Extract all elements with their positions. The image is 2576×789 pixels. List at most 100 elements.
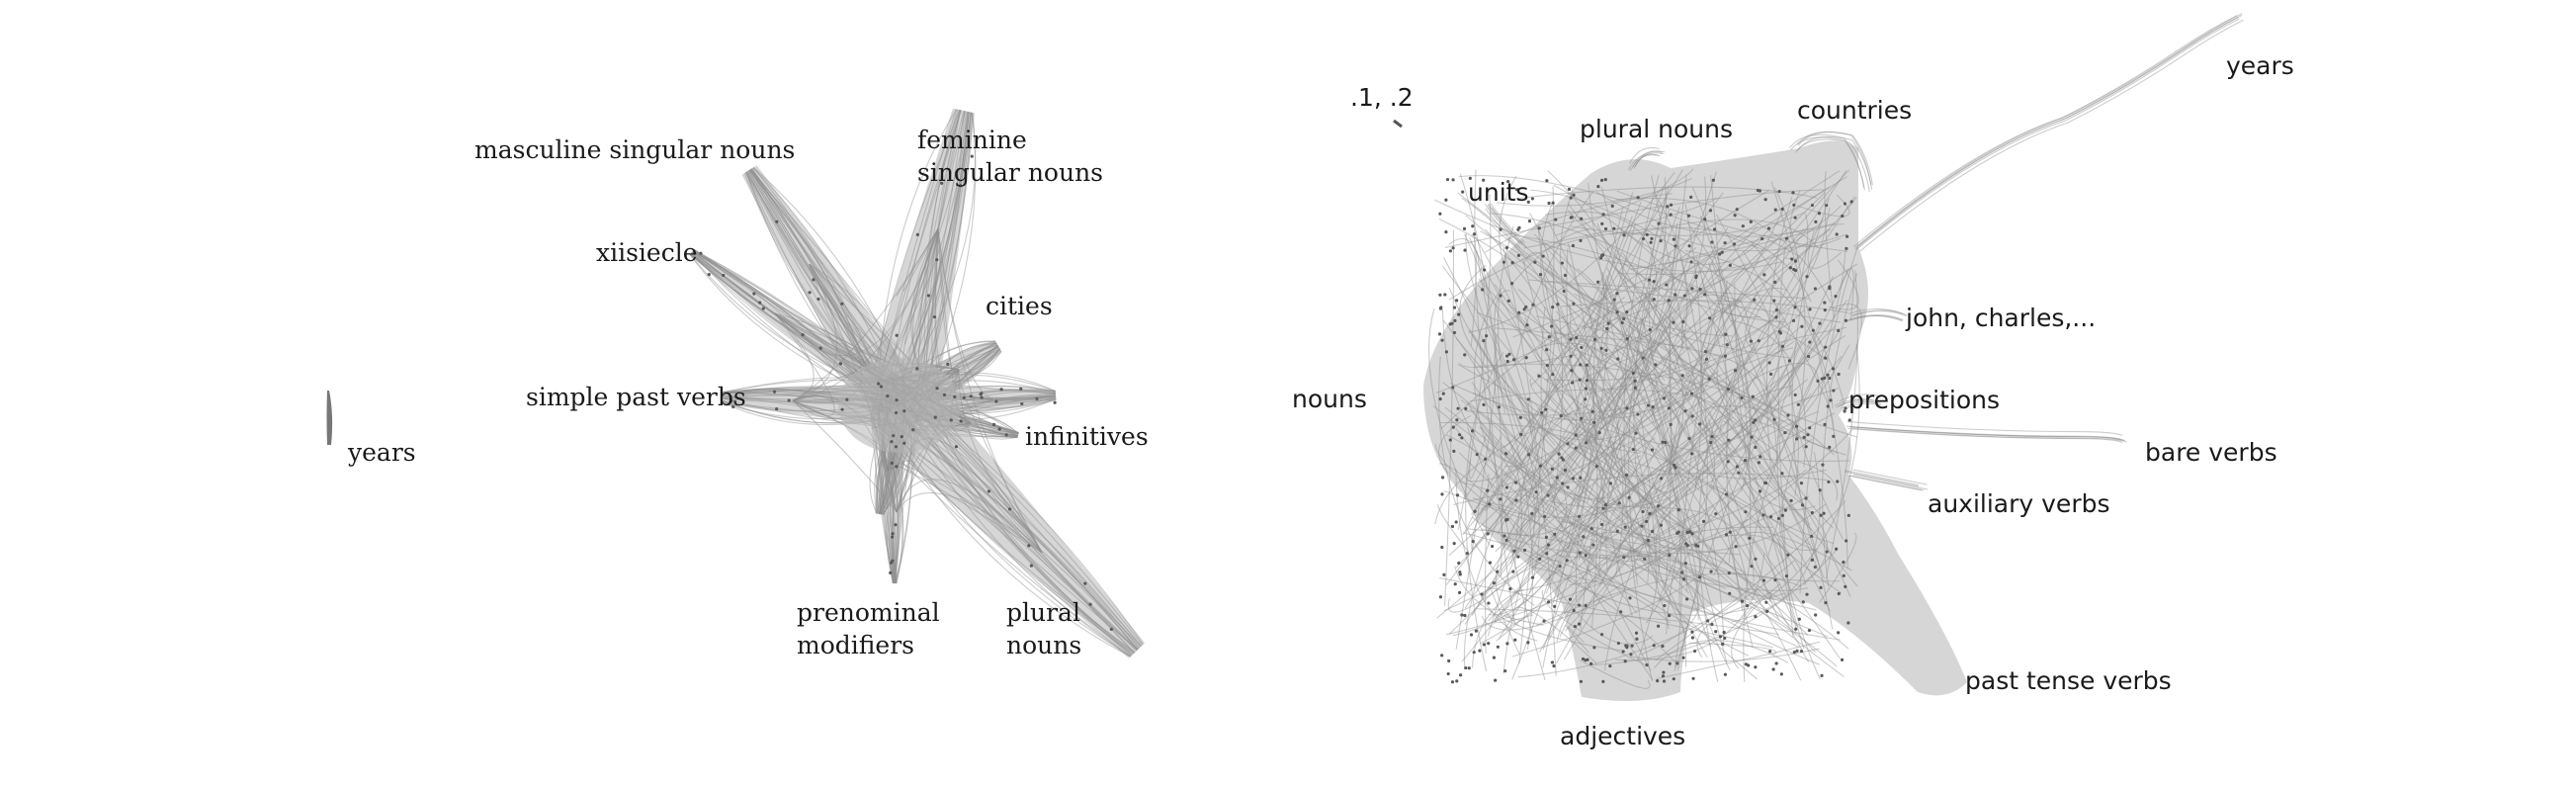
right-node: [1444, 229, 1448, 234]
right-node: [1463, 248, 1467, 252]
right-edge: [1503, 372, 1661, 540]
right-tendril-edge: [1841, 400, 1881, 409]
right-node: [1547, 335, 1551, 339]
right-label-dot-1-dot-2: .1, .2: [1350, 83, 1414, 112]
left-node: [935, 258, 939, 262]
right-node: [1454, 520, 1458, 524]
right-node: [1650, 448, 1655, 452]
right-edge: [1480, 230, 1785, 431]
right-node: [1834, 295, 1838, 299]
right-edge: [1449, 382, 1648, 421]
right-fragment-cluster: [1393, 119, 1403, 129]
left-edge: [937, 228, 1043, 554]
right-edge: [1578, 174, 1687, 561]
right-label-years: years: [2226, 51, 2294, 80]
right-edge: [1699, 215, 1751, 492]
left-edge: [896, 227, 939, 297]
right-node: [1690, 452, 1694, 456]
right-node: [1543, 514, 1547, 518]
right-node: [1780, 472, 1784, 476]
right-tendril-edge: [1852, 309, 1908, 316]
right-node: [1647, 278, 1652, 282]
right-node: [1601, 679, 1605, 683]
right-edge: [1667, 290, 1726, 490]
right-node: [1507, 352, 1511, 356]
right-edge: [1448, 238, 1486, 293]
right-node: [1827, 480, 1831, 484]
right-node: [1845, 539, 1848, 543]
right-edge: [1504, 186, 1818, 201]
right-edge: [1767, 187, 1806, 557]
right-edge: [1443, 379, 1809, 612]
right-node: [1558, 565, 1562, 569]
left-edge: [873, 423, 1139, 651]
right-node: [1552, 663, 1556, 668]
right-tendril-edge: [1848, 426, 2125, 442]
right-node: [1451, 425, 1455, 429]
left-edge: [872, 425, 1136, 654]
right-node: [1704, 357, 1709, 361]
right-node: [1844, 584, 1847, 588]
right-edge: [1511, 572, 1703, 658]
right-node: [1580, 217, 1584, 220]
right-node: [1643, 557, 1647, 562]
right-edge: [1512, 246, 1697, 338]
right-edge: [1481, 591, 1623, 631]
left-node: [707, 272, 711, 277]
right-edge: [1548, 575, 1654, 645]
right-node: [1836, 480, 1840, 483]
right-node: [1492, 656, 1497, 659]
right-node: [1680, 374, 1684, 378]
right-node: [1527, 219, 1532, 223]
right-label-adjectives: adjectives: [1560, 722, 1685, 750]
right-node: [1584, 397, 1588, 401]
right-edge: [1547, 220, 1624, 576]
right-edge: [1531, 169, 1847, 508]
right-node: [1619, 610, 1623, 614]
right-node: [1721, 642, 1725, 646]
right-edge: [1457, 192, 1666, 382]
left-edge: [902, 112, 970, 384]
right-node: [1550, 467, 1554, 471]
label-line: prenominal: [797, 598, 940, 627]
right-edge: [1726, 277, 1782, 612]
left-label-simple-past-verbs: simple past verbs: [526, 383, 746, 411]
right-node: [1774, 315, 1778, 319]
right-node: [1793, 259, 1798, 263]
right-edge: [1568, 272, 1605, 450]
right-edge: [1454, 566, 1624, 652]
left-edge: [872, 111, 967, 392]
right-edge: [1509, 228, 1590, 287]
right-node: [1612, 226, 1616, 230]
left-node: [808, 291, 812, 295]
right-edge: [1440, 189, 1770, 430]
right-node: [1714, 512, 1718, 516]
right-label-nouns: nouns: [1292, 385, 1367, 413]
right-node: [1465, 551, 1469, 556]
right-node: [1724, 533, 1729, 537]
right-node: [1592, 646, 1596, 650]
right-node: [1485, 334, 1489, 338]
right-edge: [1570, 211, 1806, 236]
right-node: [1605, 326, 1609, 331]
right-node: [1791, 318, 1796, 322]
right-edge: [1548, 170, 1841, 365]
right-edge: [1587, 433, 1629, 503]
right-edge: [1693, 534, 1807, 585]
right-node: [1438, 307, 1443, 310]
right-edge: [1701, 278, 1760, 318]
label-line: cities: [986, 292, 1053, 320]
right-edge: [1742, 250, 1835, 430]
right-edge: [1488, 334, 1846, 622]
left-edge: [896, 479, 1043, 554]
right-node: [1846, 621, 1850, 625]
right-edge: [1494, 290, 1511, 414]
left-node: [758, 301, 762, 305]
right-edge: [1529, 418, 1809, 637]
right-node: [1503, 452, 1508, 456]
right-edge: [1512, 438, 1813, 593]
right-edge: [1469, 433, 1487, 480]
right-node: [1646, 538, 1651, 543]
right-node: [1505, 359, 1509, 364]
right-node: [1570, 216, 1574, 219]
